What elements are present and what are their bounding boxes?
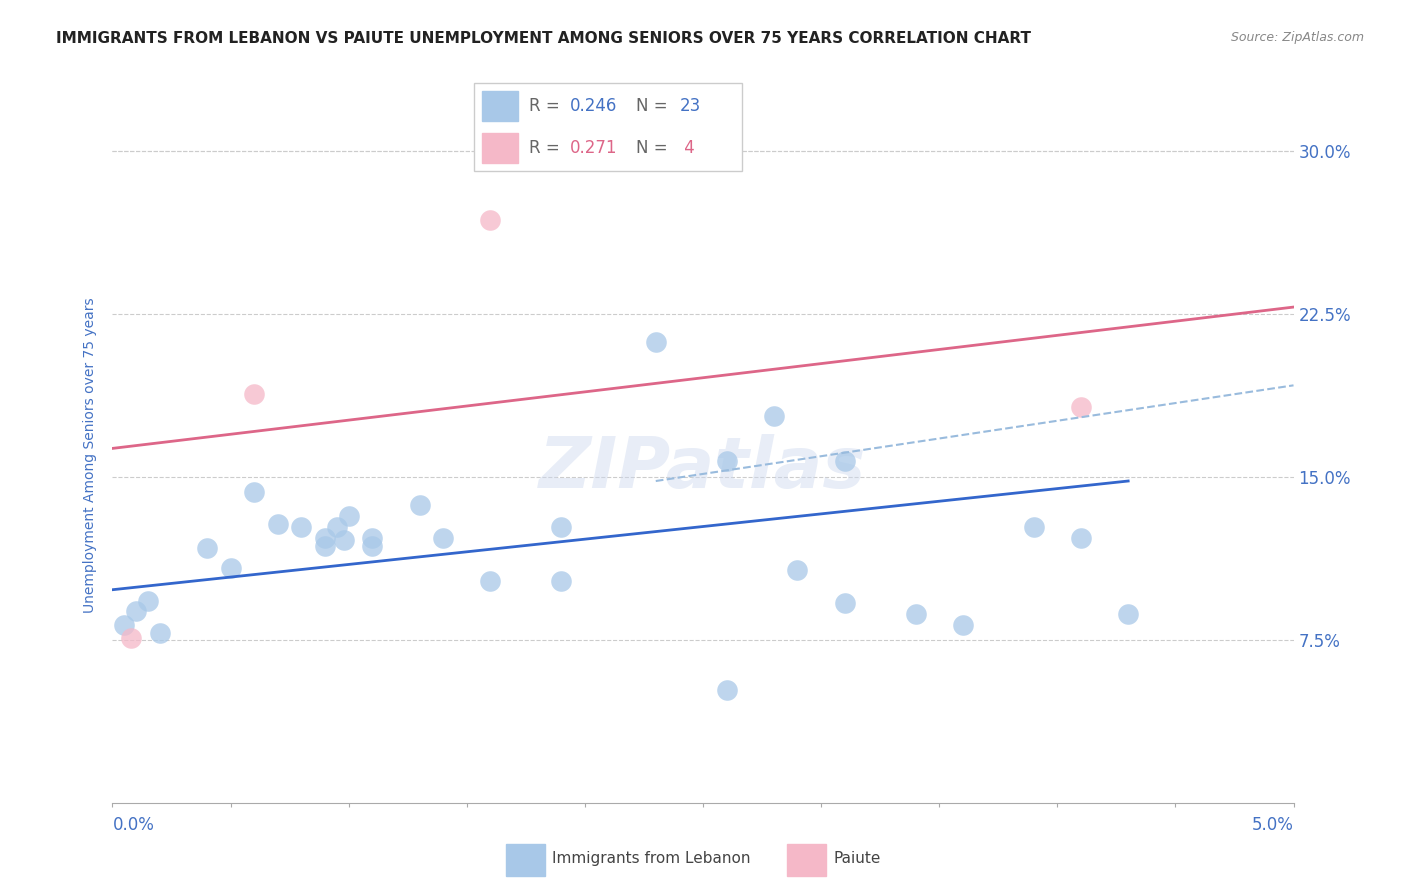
Point [243,387,266,401]
Text: 0.0%: 0.0% [112,816,155,834]
Point [1070,400,1092,414]
Text: 23: 23 [679,96,700,114]
Point [1070,531,1092,545]
Point [834,454,856,468]
Point [333,533,356,547]
Point [337,508,360,523]
Text: R =: R = [529,139,560,157]
Text: Source: ZipAtlas.com: Source: ZipAtlas.com [1230,31,1364,45]
Point [267,517,290,532]
Point [786,563,808,577]
Point [290,519,312,533]
Point [550,519,572,533]
Point [834,596,856,610]
Point [952,617,974,632]
Point [1022,519,1045,533]
Text: R =: R = [529,96,560,114]
Y-axis label: Unemployment Among Seniors over 75 years: Unemployment Among Seniors over 75 years [83,297,97,613]
Text: 5.0%: 5.0% [1251,816,1294,834]
Point [716,682,738,697]
Point [716,454,738,468]
Point [195,541,218,556]
Text: N =: N = [636,139,666,157]
Text: ZIPatlas: ZIPatlas [540,434,866,503]
Point [479,213,502,227]
Point [112,617,135,632]
FancyBboxPatch shape [506,844,546,876]
Point [1116,607,1139,621]
Text: 0.246: 0.246 [569,96,617,114]
Point [136,593,159,607]
Point [361,531,384,545]
Point [432,531,454,545]
FancyBboxPatch shape [787,844,827,876]
Point [149,626,172,640]
Point [408,498,430,512]
Point [644,334,666,349]
Text: N =: N = [636,96,666,114]
FancyBboxPatch shape [482,91,517,120]
Point [326,519,349,533]
Text: Immigrants from Lebanon: Immigrants from Lebanon [551,851,751,866]
Point [479,574,502,588]
Point [219,561,242,575]
Point [314,539,336,553]
Point [125,605,148,619]
Text: 0.271: 0.271 [569,139,617,157]
Text: 4: 4 [679,139,695,157]
Text: Paiute: Paiute [832,851,880,866]
Point [904,607,927,621]
Point [361,539,384,553]
Point [762,409,785,423]
Point [550,574,572,588]
FancyBboxPatch shape [474,83,742,171]
Text: IMMIGRANTS FROM LEBANON VS PAIUTE UNEMPLOYMENT AMONG SENIORS OVER 75 YEARS CORRE: IMMIGRANTS FROM LEBANON VS PAIUTE UNEMPL… [56,31,1031,46]
Point [314,531,336,545]
Point [120,631,142,645]
FancyBboxPatch shape [482,133,517,162]
Point [243,484,266,499]
